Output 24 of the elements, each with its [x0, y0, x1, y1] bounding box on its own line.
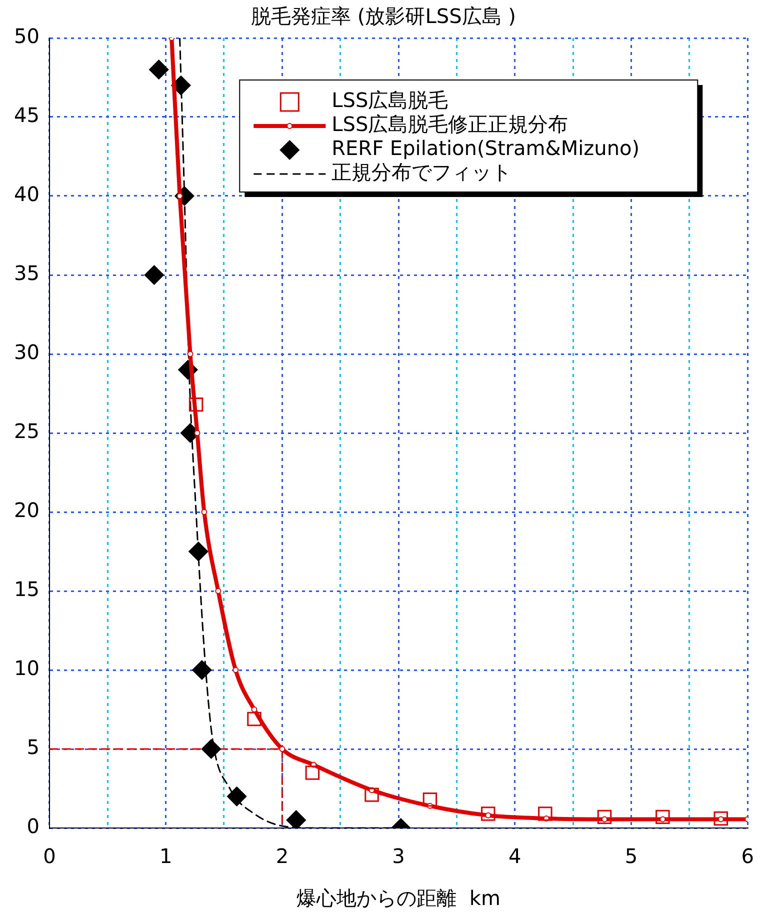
y-tick-label: 0 — [26, 814, 40, 838]
x-tick-label: 3 — [392, 844, 405, 868]
y-tick-label: 30 — [14, 340, 40, 364]
y-tick-label: 45 — [14, 103, 40, 128]
legend-label: 正規分布でフィット — [332, 160, 512, 184]
legend-label: RERF Epilation(Stram&Mizuno) — [332, 136, 640, 160]
x-tick-label: 0 — [43, 844, 56, 868]
x-axis-title: 爆心地からの距離 km — [296, 886, 500, 910]
y-tick-label: 5 — [26, 735, 40, 760]
y-tick-label: 50 — [14, 24, 40, 48]
x-tick-label: 1 — [159, 844, 172, 868]
y-tick-label: 10 — [14, 656, 40, 680]
x-tick-label: 4 — [508, 844, 522, 868]
x-tick-label: 5 — [624, 844, 638, 868]
y-tick-label: 25 — [14, 419, 40, 444]
chart-title: 脱毛発症率 (放影研LSS広島 ) — [251, 4, 516, 28]
legend-label: LSS広島脱毛修正正規分布 — [332, 112, 568, 136]
y-tick-label: 15 — [14, 577, 40, 602]
x-tick-label: 2 — [276, 844, 289, 868]
y-tick-label: 20 — [14, 498, 40, 522]
y-tick-label: 40 — [14, 182, 40, 206]
legend-label: LSS広島脱毛 — [332, 88, 448, 112]
x-tick-label: 6 — [741, 844, 754, 868]
y-tick-label: 35 — [14, 261, 40, 286]
